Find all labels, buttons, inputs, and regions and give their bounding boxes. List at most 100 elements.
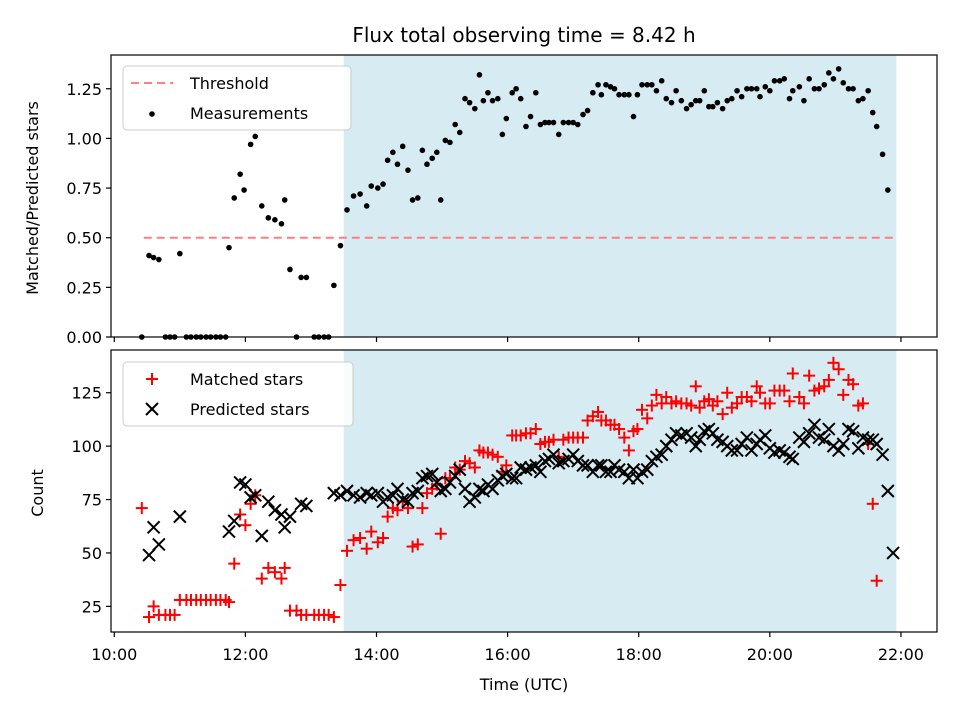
measurements-point — [869, 109, 876, 116]
matched-stars-point — [255, 572, 268, 585]
predicted-stars-point — [425, 467, 439, 481]
matched-stars-point — [143, 611, 156, 624]
matched-stars-point — [135, 502, 148, 515]
predicted-stars-point — [255, 529, 269, 543]
measurements-point — [630, 113, 637, 120]
measurements-point — [668, 99, 675, 106]
measurements-point — [701, 87, 708, 94]
y-tick-label: 125 — [71, 384, 102, 403]
measurements-point — [830, 76, 837, 82]
measurements-point — [237, 171, 243, 177]
measurements-point — [429, 155, 436, 162]
predicted-stars-point — [875, 447, 890, 462]
matched-stars-point — [592, 405, 605, 418]
matched-stars-point — [670, 395, 683, 408]
predicted-stars-point — [664, 433, 679, 447]
measurements-point — [692, 97, 699, 104]
predicted-stars-point — [261, 494, 276, 509]
predicted-stars-point — [869, 437, 884, 451]
predicted-stars-point — [802, 426, 816, 441]
measurements-point — [447, 139, 453, 146]
predicted-stars-point — [411, 484, 425, 498]
measurements-point — [826, 70, 832, 76]
predicted-stars-point — [730, 443, 744, 458]
measurements-point — [611, 85, 618, 92]
measurements-point — [850, 85, 856, 92]
predicted-stars-point — [386, 488, 400, 502]
measurements-point — [405, 167, 411, 173]
bottom-axes-frame — [110, 349, 938, 633]
measurements-point — [394, 161, 401, 168]
matched-stars-point — [866, 497, 879, 510]
measurements-point — [748, 85, 755, 92]
y-tick-label: 1.25 — [66, 80, 102, 99]
predicted-stars-point — [353, 490, 367, 505]
matched-stars-point — [391, 504, 404, 517]
predicted-stars-point — [797, 435, 811, 449]
measurements-point — [653, 87, 660, 94]
measurements-point — [860, 95, 866, 102]
measurements-point — [546, 119, 552, 126]
predicted-stars-point — [740, 430, 754, 445]
measurements-point — [466, 99, 473, 106]
matched-stars-point — [786, 367, 799, 380]
top-axes-frame — [110, 54, 938, 338]
predicted-stars-point — [566, 447, 580, 462]
matched-stars-point — [411, 538, 424, 551]
measurements-point — [452, 121, 458, 128]
matched-stars-point — [262, 561, 275, 574]
y-tick-label: 75 — [82, 491, 102, 510]
matched-stars-point — [491, 450, 504, 463]
measurements-point — [252, 133, 259, 140]
measurements-point — [368, 183, 375, 189]
measurements-point — [303, 274, 310, 281]
predicted-stars-point — [603, 465, 618, 479]
y-tick-label: 0.75 — [66, 179, 102, 198]
x-tick-label: 14:00 — [353, 645, 399, 664]
measurements-point — [442, 137, 449, 144]
measurements-point — [150, 254, 157, 261]
matched-stars-point — [750, 380, 763, 393]
measurements-point — [678, 97, 685, 104]
measurements-point — [489, 97, 496, 104]
matched-stars-point — [577, 431, 589, 444]
measurements-point — [821, 81, 828, 88]
measurements-point — [560, 119, 567, 126]
measurements-point — [424, 161, 430, 168]
matched-stars-point — [468, 461, 481, 474]
matched-stars-point — [797, 397, 810, 410]
measurements-point — [634, 91, 641, 98]
matched-stars-point — [228, 557, 241, 570]
measurements-point — [337, 242, 344, 249]
measurements-point — [734, 87, 740, 94]
legend-matched-label: Matched stars — [190, 370, 303, 389]
predicted-stars-point — [278, 520, 292, 535]
legend-matched-swatch — [146, 373, 158, 385]
predicted-stars-point — [594, 458, 609, 473]
measurements-point — [598, 91, 605, 98]
x-tick-label: 20:00 — [747, 645, 793, 664]
measurements-point — [550, 119, 557, 126]
measurements-point — [472, 105, 478, 112]
predicted-stars-point — [640, 462, 654, 477]
matched-stars-point — [793, 391, 806, 403]
x-tick-label: 16:00 — [485, 645, 531, 664]
measurements-point — [796, 83, 803, 90]
predicted-stars-point — [299, 499, 314, 513]
measurements-point — [344, 207, 350, 213]
predicted-stars-point — [886, 546, 900, 560]
measurements-point — [696, 97, 703, 104]
matched-stars-point — [334, 579, 347, 591]
matched-stars-point — [622, 444, 635, 457]
predicted-stars-point — [758, 428, 772, 443]
predicted-stars-point — [472, 482, 487, 496]
measurements-point — [258, 203, 265, 209]
measurements-point — [350, 193, 357, 199]
top-panel: 0.00 0.25 0.50 0.75 1.00 1.25 Flux total obse… — [23, 23, 938, 347]
measurements-point — [845, 85, 852, 92]
matched-stars-point — [168, 608, 181, 621]
legend-threshold-label: Threshold — [189, 74, 269, 93]
top-y-ticks: 0.00 0.25 0.50 0.75 1.00 1.25 — [66, 80, 111, 347]
measurements-point — [865, 87, 871, 94]
